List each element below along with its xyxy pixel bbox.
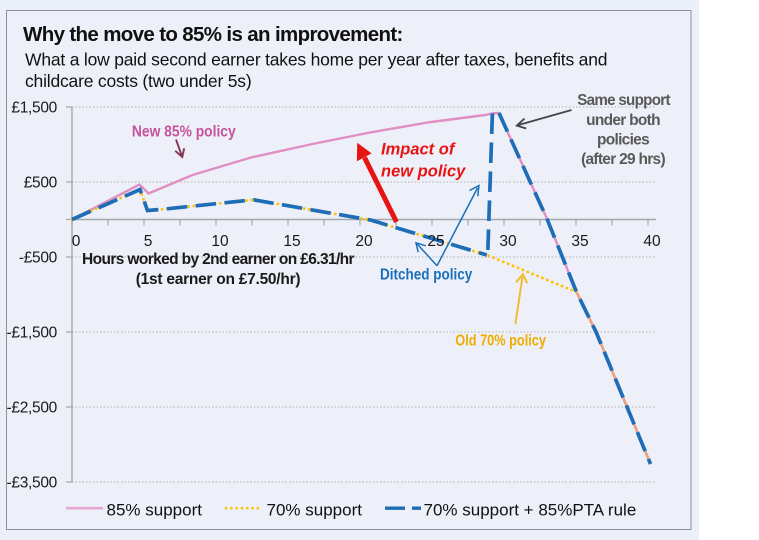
svg-text:10: 10: [211, 233, 229, 250]
svg-text:5: 5: [144, 233, 153, 250]
svg-text:childcare costs (two under 5s): childcare costs (two under 5s): [25, 71, 251, 91]
svg-text:Old 70% policy: Old 70% policy: [455, 333, 546, 350]
svg-text:0: 0: [72, 233, 81, 250]
svg-text:£1,500: £1,500: [11, 99, 57, 116]
svg-text:35: 35: [571, 233, 588, 250]
svg-text:Hours worked by 2nd earner on: Hours worked by 2nd earner on £6.31/hr: [82, 251, 354, 268]
svg-text:70% support: 70% support: [267, 500, 363, 519]
svg-text:Ditched policy: Ditched policy: [380, 266, 473, 283]
svg-text:new policy: new policy: [381, 163, 466, 181]
svg-text:-£2,500: -£2,500: [7, 399, 58, 416]
svg-text:-£1,500: -£1,500: [7, 324, 58, 341]
svg-text:85% support: 85% support: [107, 500, 203, 519]
svg-text:Same support: Same support: [577, 92, 670, 109]
svg-text:Impact of: Impact of: [381, 141, 456, 159]
svg-text:Why the move to 85% is an impr: Why the move to 85% is an improvement:: [23, 23, 403, 46]
svg-text:(1st earner on £7.50/hr): (1st earner on £7.50/hr): [136, 271, 301, 288]
svg-text:£500: £500: [24, 174, 58, 191]
svg-text:What a low paid second earner: What a low paid second earner takes home…: [25, 50, 607, 70]
svg-text:(after 29 hrs): (after 29 hrs): [581, 151, 665, 168]
svg-text:New 85% policy: New 85% policy: [132, 124, 236, 141]
svg-text:40: 40: [643, 233, 661, 250]
svg-text:-£3,500: -£3,500: [7, 474, 58, 491]
svg-text:70% support + 85%PTA rule: 70% support + 85%PTA rule: [424, 500, 637, 519]
svg-text:15: 15: [283, 233, 300, 250]
svg-text:30: 30: [499, 233, 517, 250]
svg-text:policies: policies: [597, 132, 649, 149]
svg-text:under both: under both: [586, 112, 660, 129]
svg-text:20: 20: [355, 233, 373, 250]
svg-text:25: 25: [427, 233, 444, 250]
svg-text:-£500: -£500: [19, 249, 58, 266]
